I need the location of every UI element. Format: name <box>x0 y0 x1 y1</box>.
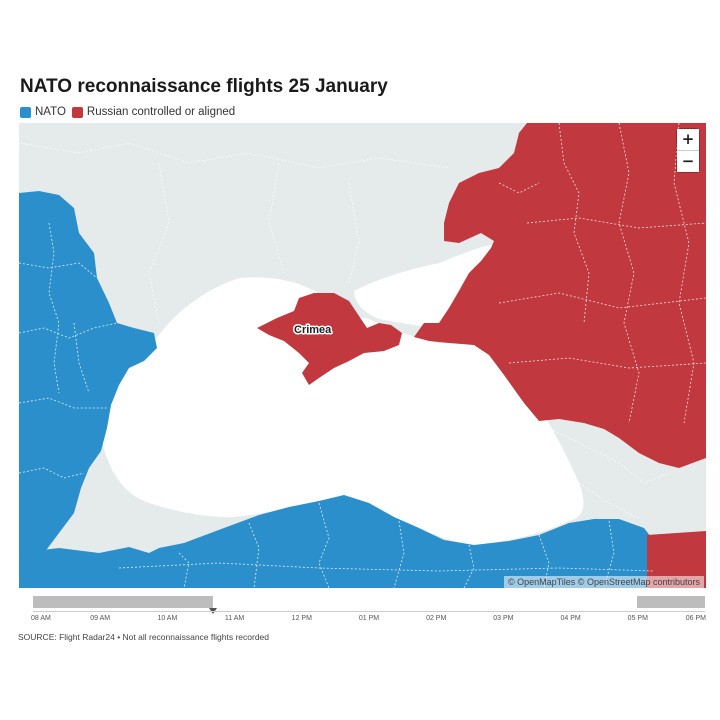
legend-swatch-nato <box>20 106 31 118</box>
timeline-tick-label: 02 PM <box>426 615 447 622</box>
crimea-label: Crimea <box>294 324 332 336</box>
crimea-region <box>257 293 402 385</box>
nato-west-region <box>19 191 157 573</box>
timeline-selected-range[interactable] <box>33 596 213 608</box>
timeline-tick-label: 12 PM <box>291 615 312 622</box>
legend: NATO Russian controlled or aligned <box>20 106 241 118</box>
timeline-tick-label: 11 AM <box>224 615 245 622</box>
timeline-end-range[interactable] <box>637 596 705 608</box>
map-view[interactable]: Crimea + − © OpenMapTiles © OpenStreetMa… <box>19 123 706 588</box>
timeline-tick-label: 09 AM <box>90 615 111 622</box>
timeline-tick-label: 05 PM <box>627 615 648 622</box>
nato-south-region <box>19 495 654 588</box>
timeline-slider[interactable] <box>33 596 705 614</box>
zoom-divider <box>677 150 699 151</box>
russia-southeast-region <box>647 531 706 588</box>
timeline-tick-label: 03 PM <box>493 615 514 622</box>
legend-swatch-russia <box>71 106 83 118</box>
russia-east-region <box>414 123 706 468</box>
timeline-tick-label: 06 PM <box>685 615 707 622</box>
zoom-controls: + − <box>677 129 699 172</box>
legend-item-russia: Russian controlled or aligned <box>71 106 236 118</box>
timeline-tick-label: 01 PM <box>358 615 380 622</box>
map-canvas[interactable]: Crimea <box>19 123 706 588</box>
source-note: SOURCE: Flight Radar24 • Not all reconna… <box>18 632 270 642</box>
timeline-tick-label: 08 AM <box>31 615 51 622</box>
page-title: NATO reconnaissance flights 25 January <box>20 76 388 97</box>
zoom-in-button[interactable]: + <box>677 129 699 150</box>
map-attribution: © OpenMapTiles © OpenStreetMap contribut… <box>503 576 704 588</box>
zoom-out-button[interactable]: − <box>677 151 699 172</box>
legend-label-russia: Russian controlled or aligned <box>86 106 236 118</box>
timeline-axis <box>33 611 705 612</box>
timeline-tick-label: 10 AM <box>157 615 178 622</box>
legend-label-nato: NATO <box>35 106 66 118</box>
black-sea <box>99 277 584 545</box>
sea-of-azov <box>354 245 495 328</box>
timeline-tick-label: 04 PM <box>560 615 581 622</box>
legend-item-nato: NATO <box>20 106 66 118</box>
